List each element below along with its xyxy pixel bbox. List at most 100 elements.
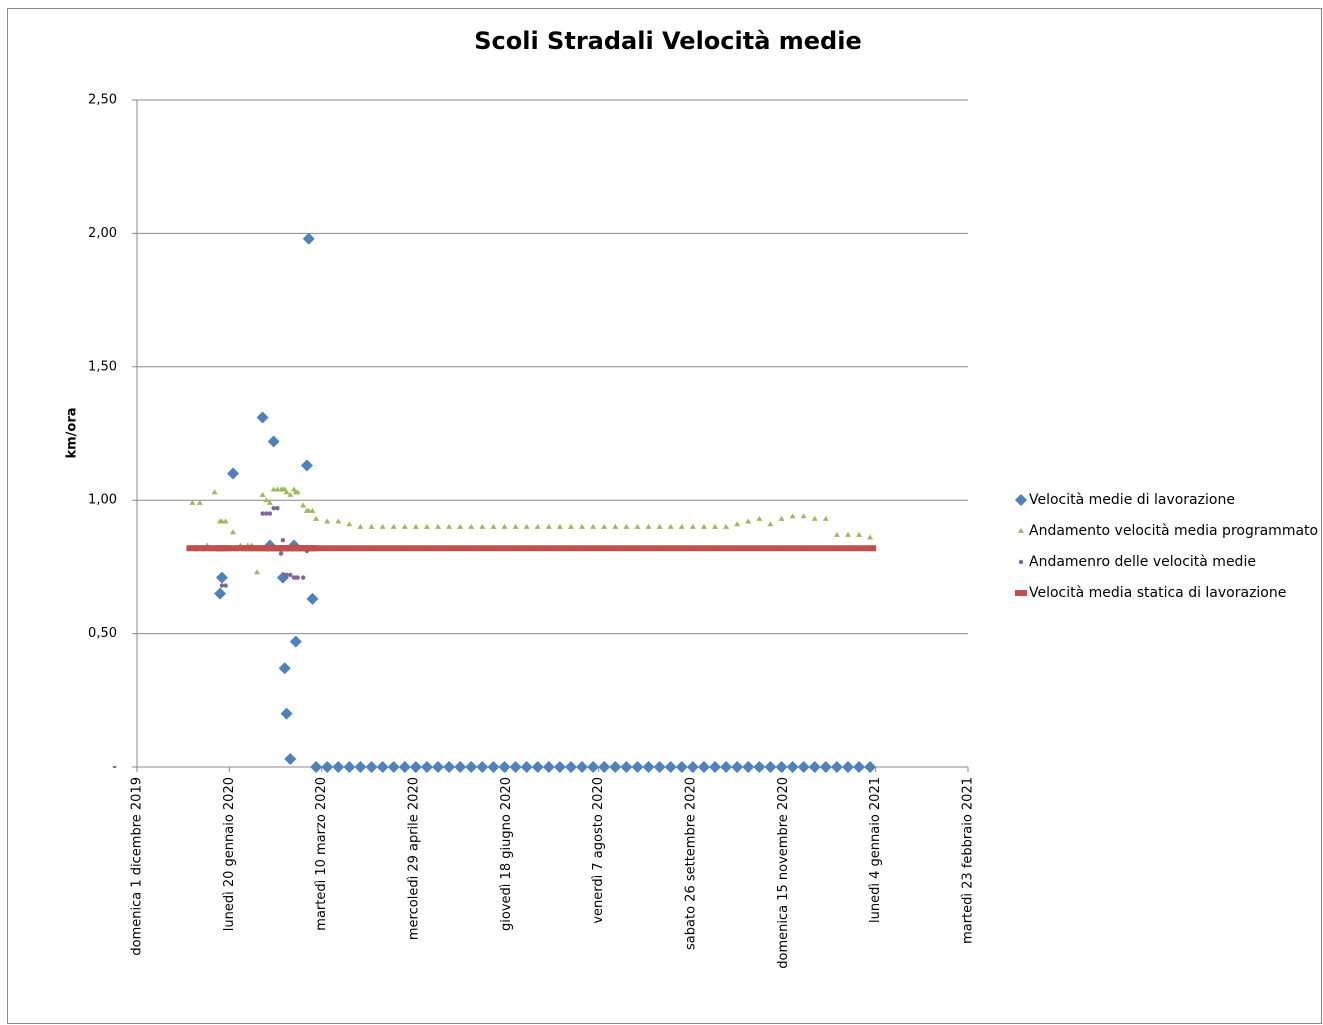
data-point bbox=[797, 545, 810, 552]
data-point bbox=[598, 761, 611, 773]
y-tick-label: 0,50 bbox=[88, 626, 117, 641]
data-point bbox=[833, 531, 840, 537]
data-point bbox=[767, 521, 774, 527]
data-point bbox=[365, 545, 378, 552]
data-point bbox=[409, 545, 422, 552]
data-point bbox=[295, 575, 300, 580]
data-point bbox=[853, 545, 866, 552]
data-point bbox=[465, 545, 478, 552]
data-point bbox=[709, 545, 722, 552]
data-point bbox=[266, 499, 273, 505]
data-point bbox=[864, 761, 877, 773]
data-point bbox=[267, 511, 273, 516]
data-point bbox=[454, 545, 467, 552]
data-point bbox=[454, 761, 467, 773]
data-point bbox=[830, 761, 843, 773]
data-point bbox=[553, 545, 566, 552]
data-point bbox=[720, 761, 733, 773]
data-point bbox=[576, 761, 589, 773]
data-point bbox=[284, 572, 289, 578]
data-point bbox=[498, 761, 511, 773]
data-point bbox=[675, 545, 688, 552]
legend-label: Velocità media statica di lavorazione bbox=[1029, 585, 1286, 601]
data-point bbox=[443, 761, 456, 773]
data-point bbox=[579, 523, 586, 529]
data-point bbox=[300, 459, 313, 472]
data-point bbox=[267, 435, 280, 448]
data-point bbox=[487, 545, 500, 552]
data-point bbox=[642, 761, 655, 773]
data-point bbox=[623, 523, 630, 529]
data-point bbox=[542, 545, 555, 552]
data-point bbox=[786, 761, 799, 773]
data-point bbox=[284, 752, 297, 765]
data-point bbox=[709, 761, 722, 773]
y-tick-label: - bbox=[112, 760, 117, 775]
data-point bbox=[302, 232, 315, 245]
data-point bbox=[645, 523, 652, 529]
y-tick-label: 2,00 bbox=[88, 226, 117, 241]
data-point bbox=[545, 523, 552, 529]
data-point bbox=[376, 761, 389, 773]
data-point bbox=[443, 545, 456, 552]
data-point bbox=[642, 545, 655, 552]
data-point bbox=[742, 761, 755, 773]
y-axis-label: km/ora bbox=[65, 407, 80, 458]
data-point bbox=[223, 583, 228, 588]
data-point bbox=[512, 523, 519, 529]
data-point bbox=[275, 506, 280, 511]
legend-marker bbox=[1015, 494, 1027, 506]
data-point bbox=[335, 518, 342, 524]
x-tick-label: mercoledì 29 aprile 2020 bbox=[407, 777, 422, 940]
data-point bbox=[432, 761, 445, 773]
data-point bbox=[227, 545, 240, 552]
data-point bbox=[498, 545, 511, 552]
data-point bbox=[778, 515, 785, 521]
data-point bbox=[797, 761, 810, 773]
data-point bbox=[476, 761, 489, 773]
data-point bbox=[287, 491, 294, 497]
data-point bbox=[343, 761, 356, 773]
data-point bbox=[601, 523, 608, 529]
data-point bbox=[379, 523, 386, 529]
x-tick-label: lunedì 20 gennaio 2020 bbox=[222, 777, 237, 931]
data-point bbox=[219, 583, 225, 588]
data-point bbox=[354, 761, 367, 773]
data-point bbox=[756, 515, 763, 521]
data-point bbox=[775, 545, 788, 552]
data-point bbox=[420, 545, 433, 552]
data-point bbox=[742, 545, 755, 552]
data-point bbox=[587, 761, 600, 773]
data-point bbox=[808, 545, 821, 552]
x-tick-label: domenica 15 novembre 2020 bbox=[776, 777, 791, 969]
x-tick-label: sabato 26 settembre 2020 bbox=[684, 777, 699, 950]
data-point bbox=[263, 497, 270, 503]
data-point bbox=[697, 545, 710, 552]
x-tick-label: giovedì 18 giugno 2020 bbox=[499, 777, 514, 931]
data-point bbox=[587, 545, 600, 552]
data-point bbox=[567, 523, 574, 529]
data-point bbox=[354, 545, 367, 552]
chart-title: Scoli Stradali Velocità medie bbox=[474, 27, 861, 55]
legend-marker bbox=[1015, 590, 1027, 596]
data-point bbox=[260, 511, 265, 516]
data-point bbox=[490, 523, 497, 529]
data-point bbox=[653, 545, 666, 552]
chart-frame bbox=[7, 8, 1322, 1024]
data-point bbox=[556, 523, 563, 529]
data-point bbox=[289, 635, 302, 648]
legend-marker bbox=[1018, 559, 1024, 565]
data-point bbox=[259, 491, 266, 497]
y-tick-label: 1,00 bbox=[88, 493, 117, 508]
data-point bbox=[423, 523, 430, 529]
data-point bbox=[479, 523, 486, 529]
x-tick-label: lunedì 4 gennaio 2021 bbox=[868, 777, 883, 923]
data-point bbox=[465, 761, 478, 773]
data-point bbox=[509, 545, 522, 552]
data-point bbox=[365, 761, 378, 773]
data-point bbox=[446, 523, 453, 529]
data-point bbox=[278, 551, 284, 556]
data-point bbox=[227, 467, 240, 480]
data-point bbox=[324, 518, 331, 524]
data-point bbox=[280, 538, 286, 543]
